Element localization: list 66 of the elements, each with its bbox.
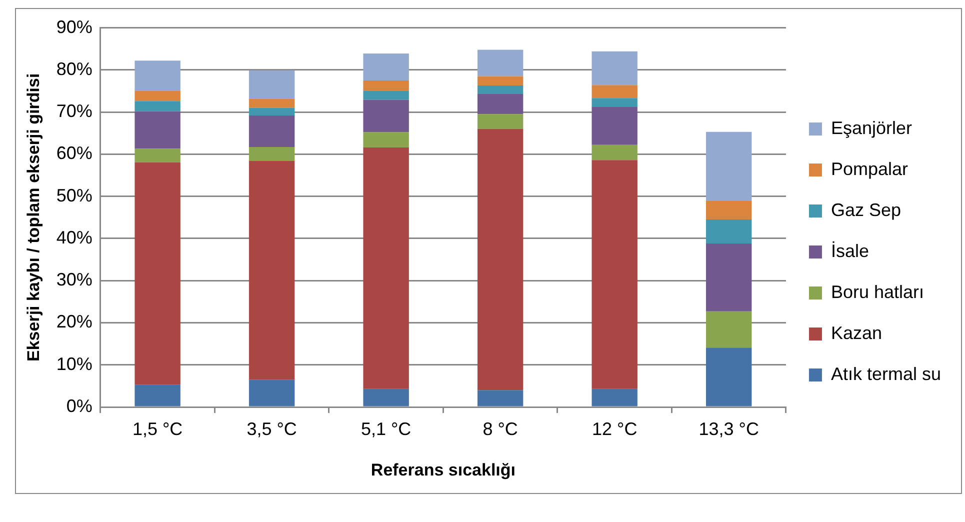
bar (363, 147, 409, 389)
bar (592, 51, 638, 86)
legend-label: Boru hatları (830, 282, 924, 302)
bar (363, 80, 409, 91)
bar (477, 50, 524, 76)
bar (706, 244, 752, 312)
bar (248, 98, 295, 108)
bar (477, 94, 524, 114)
bar (248, 108, 295, 116)
bar (477, 390, 524, 406)
x-tick-label: 13,3 °C (698, 418, 759, 439)
bar (248, 115, 295, 148)
y-tick-label: 70% (56, 101, 92, 122)
y-tick-label: 10% (56, 354, 92, 374)
y-tick-label: 30% (56, 270, 92, 290)
bar (592, 85, 638, 98)
bar (706, 200, 752, 220)
y-tick-label: 20% (56, 312, 92, 332)
bar (592, 160, 638, 389)
y-tick-label: 60% (56, 143, 92, 164)
x-axis-title: Referans sıcaklığı (370, 460, 516, 480)
bar (592, 98, 638, 108)
y-tick-label: 40% (56, 227, 92, 248)
bar (706, 311, 752, 348)
bar (134, 384, 180, 406)
bar (592, 144, 638, 160)
bar (134, 60, 180, 91)
bar (706, 220, 752, 244)
y-tick-label: 90% (56, 16, 92, 37)
x-tick-label: 12 °C (592, 418, 638, 439)
y-tick-label: 80% (56, 58, 92, 79)
legend-label: Eşanjörler (830, 118, 912, 138)
x-tick-label: 8 °C (482, 418, 518, 439)
bar (363, 388, 409, 406)
bar (477, 114, 524, 129)
bar (363, 90, 409, 100)
legend-label: İsale (830, 240, 869, 261)
legend-label: Pompalar (830, 158, 908, 179)
bar (363, 54, 409, 80)
bar (134, 148, 180, 162)
bar (248, 160, 295, 380)
bar (477, 86, 524, 94)
bar (134, 111, 180, 149)
legend-label: Kazan (830, 322, 882, 343)
y-axis-title: Ekserji kaybı / toplam ekserji girdisi (24, 73, 43, 362)
x-tick-label: 1,5 °C (132, 418, 183, 439)
bar (248, 147, 295, 161)
bar (477, 128, 524, 390)
bar (592, 107, 638, 145)
bar (706, 348, 752, 406)
y-tick-label: 0% (66, 396, 92, 416)
bar (134, 162, 180, 385)
legend-label: Atık termal su (830, 364, 941, 384)
bar (363, 100, 409, 132)
bar (363, 132, 409, 148)
bar (592, 388, 638, 406)
y-tick-label: 50% (56, 185, 92, 206)
bar (706, 132, 752, 201)
legend-label: Gaz Sep (830, 200, 902, 220)
x-tick-label: 3,5 °C (246, 418, 297, 439)
bar (248, 70, 295, 99)
bar (248, 380, 295, 406)
x-tick-label: 5,1 °C (360, 418, 412, 439)
bar (134, 90, 180, 102)
bar (477, 76, 524, 86)
bar (134, 101, 180, 112)
